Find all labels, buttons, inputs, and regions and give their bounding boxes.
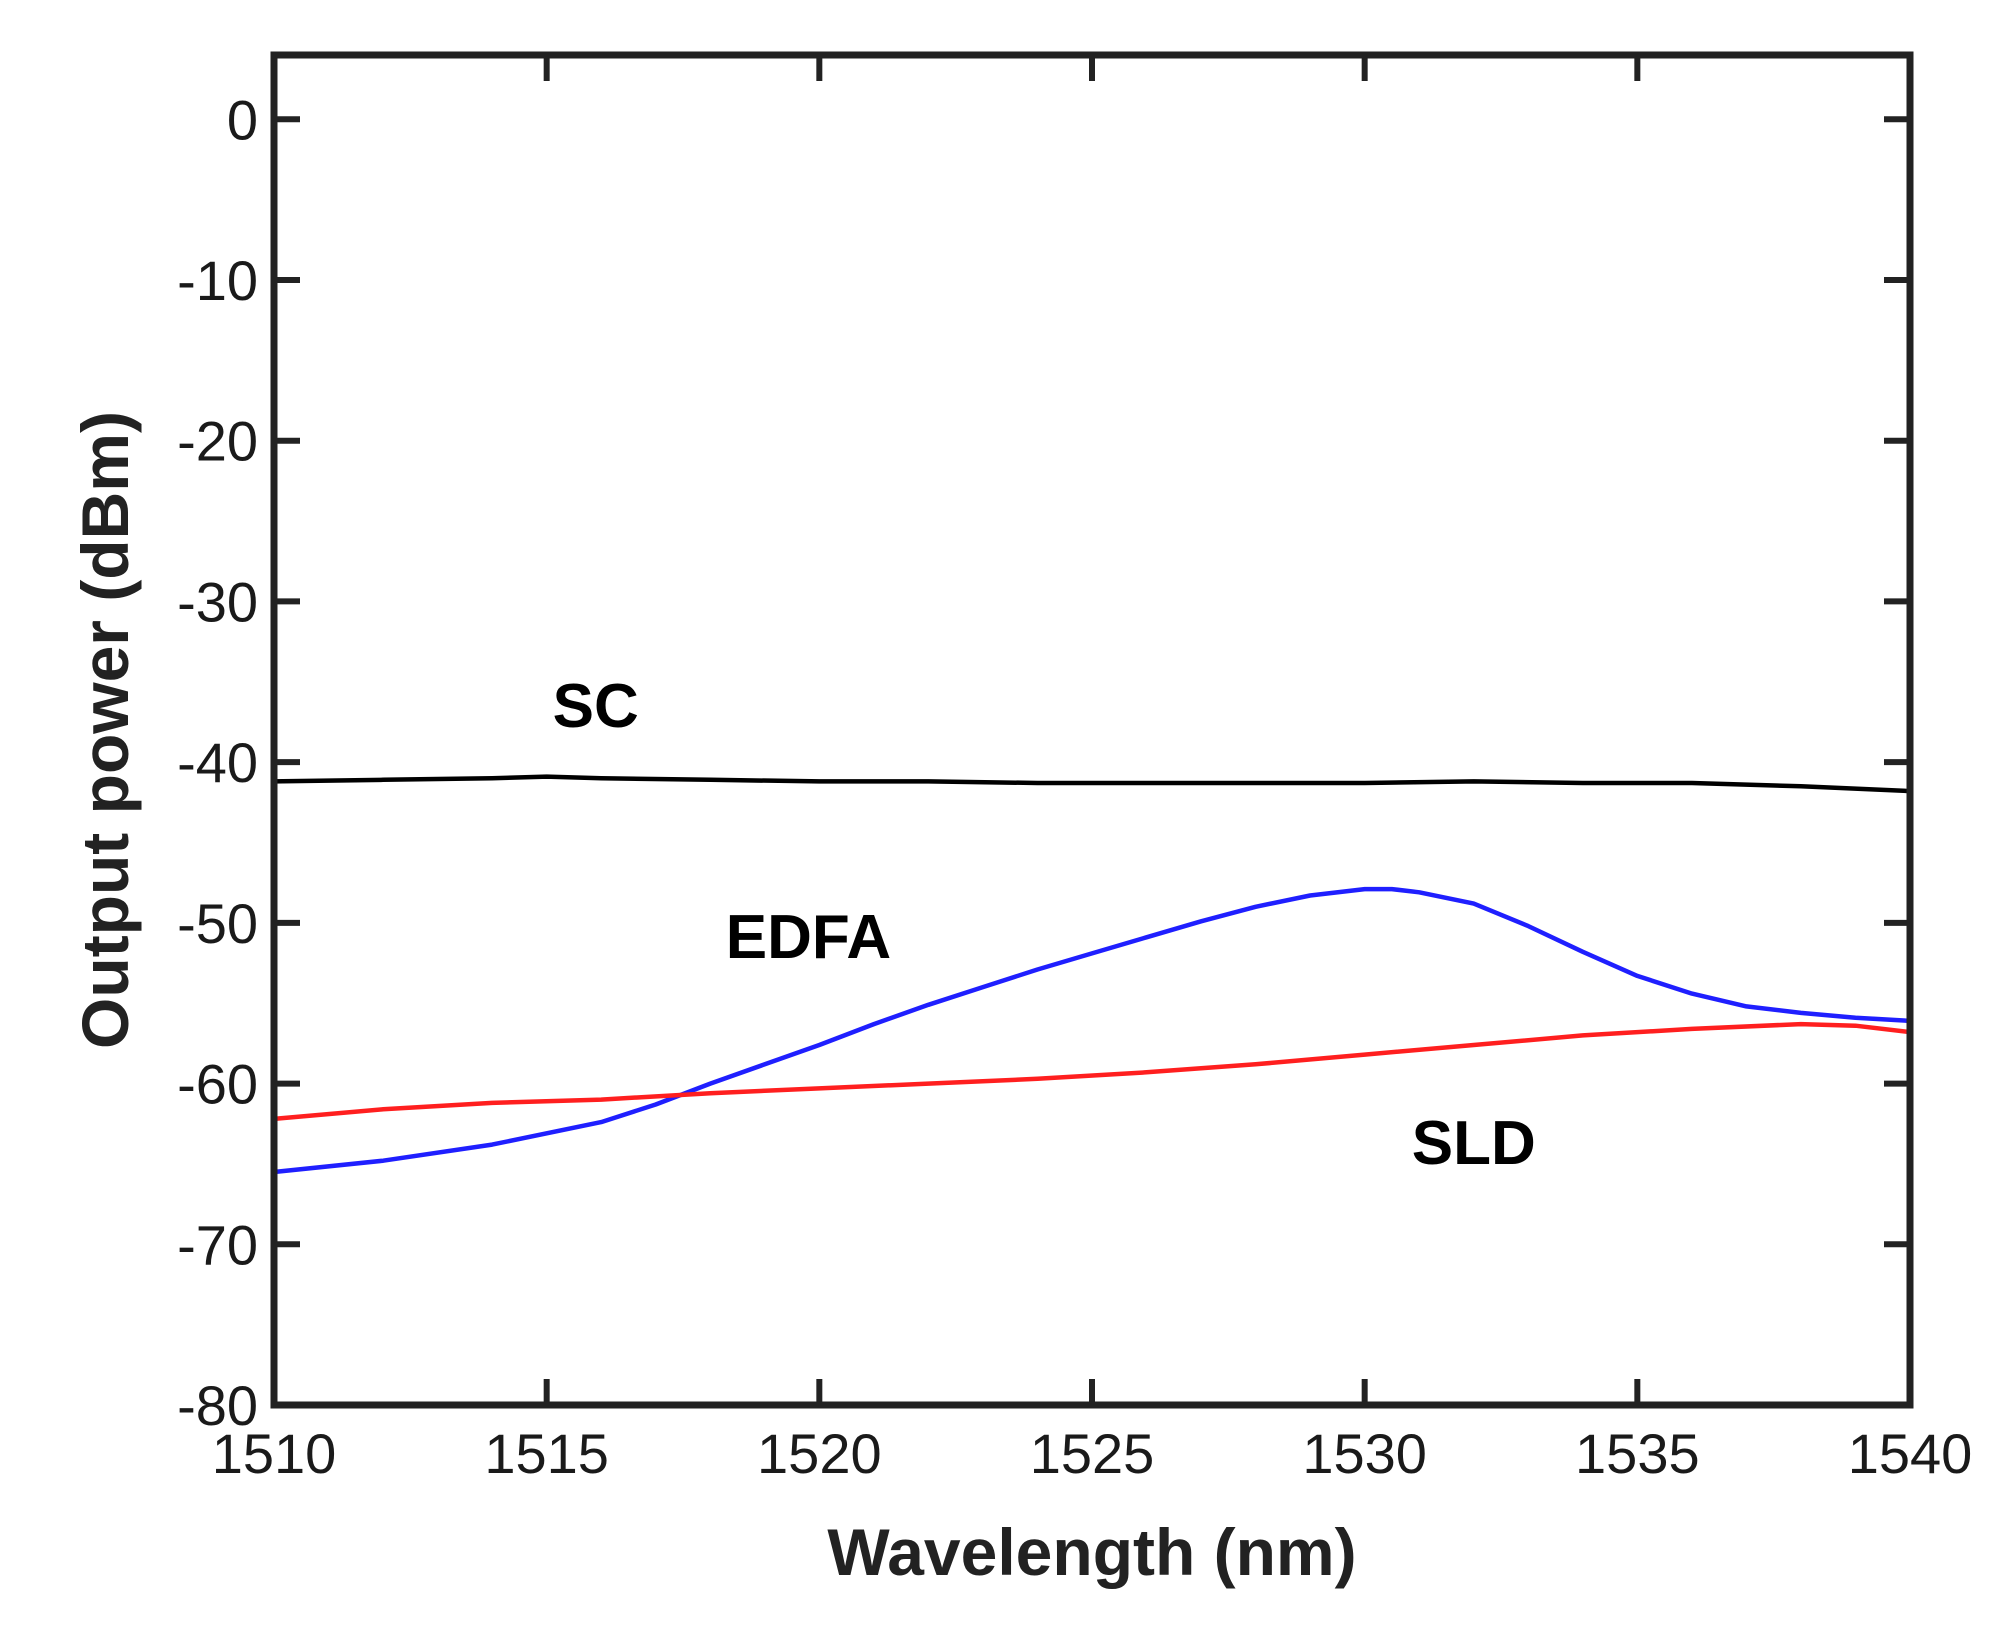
y-tick-label-40: -40: [177, 731, 258, 794]
y-tick-label-80: -80: [177, 1374, 258, 1437]
series-line-sc: [271, 774, 1913, 794]
x-tick-label-1540: 1540: [1848, 1422, 1973, 1485]
y-tick-label-10: -10: [177, 249, 258, 312]
annotation-sld: SLD: [1412, 1109, 1536, 1178]
ticks-layer: [271, 55, 1913, 1408]
y-tick-label-70: -70: [177, 1213, 258, 1276]
x-tick-label-1520: 1520: [757, 1422, 882, 1485]
labels-layer: 1510 1515 1520 1525 1530 1535 1540 0 -10 -20 -30 -4…: [177, 88, 1972, 1485]
y-tick-label-0: 0: [227, 88, 258, 151]
x-axis-title: Wavelength (nm): [827, 1515, 1356, 1589]
plot-frame: [270, 51, 1914, 1409]
y-tick-label-30: -30: [177, 570, 258, 633]
series-layer: [271, 774, 1913, 1175]
y-tick-label-50: -50: [177, 892, 258, 955]
x-tick-label-1535: 1535: [1575, 1422, 1700, 1485]
series-line-edfa: [271, 886, 1913, 1175]
y-tick-label-60: -60: [177, 1053, 258, 1116]
y-axis-title: Output power (dBm): [68, 411, 142, 1049]
x-tick-label-1510: 1510: [212, 1422, 337, 1485]
x-tick-label-1525: 1525: [1030, 1422, 1155, 1485]
annotation-edfa: EDFA: [726, 903, 891, 972]
y-tick-label-20: -20: [177, 410, 258, 473]
annotation-sc: SC: [553, 672, 639, 741]
series-line-sld: [271, 1021, 1913, 1122]
x-tick-label-1515: 1515: [484, 1422, 609, 1485]
x-tick-label-1530: 1530: [1302, 1422, 1427, 1485]
